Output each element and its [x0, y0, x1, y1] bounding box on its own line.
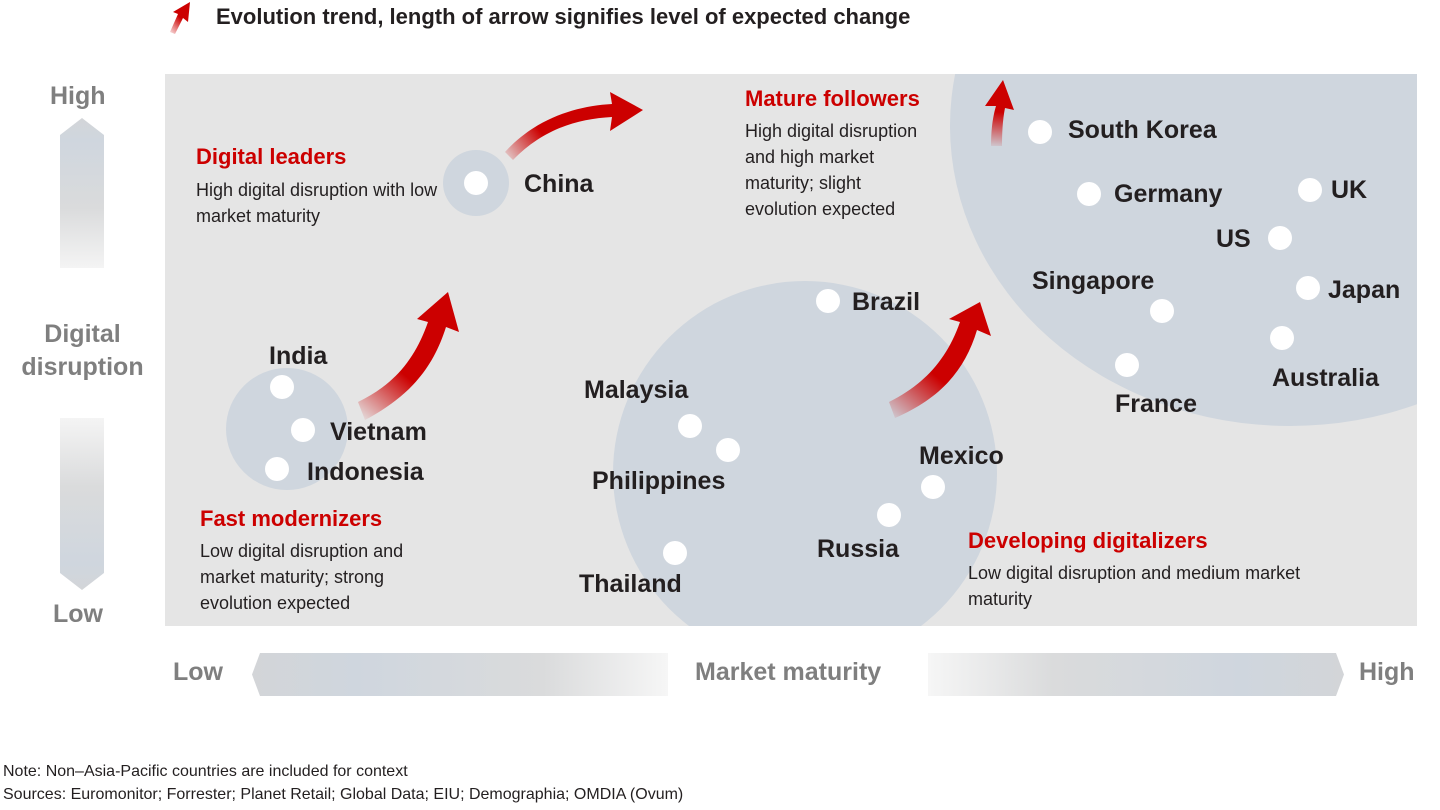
y-axis-high-label: High: [50, 82, 106, 110]
label-france: France: [1115, 390, 1197, 418]
segment-title-fast-modernizers: Fast modernizers: [200, 506, 383, 531]
x-axis-low-label: Low: [173, 658, 223, 686]
dot-germany: [1077, 182, 1101, 206]
y-axis-title: Digital disruption: [0, 318, 165, 384]
label-australia: Australia: [1272, 364, 1379, 392]
label-thailand: Thailand: [579, 570, 682, 598]
cluster-developing-digitalizers: [613, 281, 997, 626]
y-axis-down-arrow-icon: [60, 418, 104, 590]
dot-australia: [1270, 326, 1294, 350]
dot-philippines: [716, 438, 740, 462]
label-south-korea: South Korea: [1068, 116, 1217, 144]
label-malaysia: Malaysia: [584, 376, 689, 404]
dot-brazil: [816, 289, 840, 313]
x-axis-left-arrow-icon: [252, 653, 668, 696]
x-axis-high-label: High: [1359, 658, 1415, 686]
segment-desc-developing-digitalizers: Low digital disruption and medium market…: [968, 563, 1301, 609]
matrix-panel: China India Vietnam Indonesia Malaysia P…: [165, 74, 1417, 626]
dot-india: [270, 375, 294, 399]
segment-desc-digital-leaders: High digital disruption with low market …: [196, 180, 438, 226]
y-axis-title-line2: disruption: [21, 353, 144, 381]
label-india: India: [269, 342, 328, 370]
y-axis-low-label: Low: [53, 600, 103, 628]
segment-title-digital-leaders: Digital leaders: [196, 144, 347, 169]
dot-mexico: [921, 475, 945, 499]
legend-text: Evolution trend, length of arrow signifi…: [216, 4, 911, 29]
x-axis-title: Market maturity: [695, 658, 882, 686]
label-us: US: [1216, 225, 1251, 253]
label-japan: Japan: [1328, 276, 1401, 304]
label-china: China: [524, 170, 594, 198]
label-indonesia: Indonesia: [307, 458, 424, 486]
red-curved-arrow-icon: [170, 2, 190, 34]
segment-title-mature-followers: Mature followers: [745, 86, 920, 111]
dot-japan: [1296, 276, 1320, 300]
dot-russia: [877, 503, 901, 527]
y-axis-title-line1: Digital: [44, 320, 121, 348]
dot-us: [1268, 226, 1292, 250]
label-vietnam: Vietnam: [330, 418, 427, 446]
dot-thailand: [663, 541, 687, 565]
dot-singapore: [1150, 299, 1174, 323]
dot-france: [1115, 353, 1139, 377]
segment-title-developing-digitalizers: Developing digitalizers: [968, 528, 1208, 553]
label-mexico: Mexico: [919, 442, 1004, 470]
segment-desc-fast-modernizers: Low digital disruption and market maturi…: [200, 541, 404, 613]
label-brazil: Brazil: [852, 288, 921, 316]
dot-malaysia: [678, 414, 702, 438]
label-uk: UK: [1331, 176, 1368, 204]
evolution-arrows: [358, 80, 1014, 420]
label-philippines: Philippines: [592, 467, 726, 495]
y-axis-up-arrow-icon: [60, 118, 104, 268]
label-russia: Russia: [817, 535, 899, 563]
footer-note: Note: Non–Asia-Pacific countries are inc…: [3, 763, 408, 780]
segment-desc-mature-followers: High digital disruption and high market …: [745, 121, 918, 219]
label-singapore: Singapore: [1032, 267, 1155, 295]
dot-vietnam: [291, 418, 315, 442]
label-germany: Germany: [1114, 180, 1223, 208]
dot-south-korea: [1028, 120, 1052, 144]
footer-sources: Sources: Euromonitor; Forrester; Planet …: [3, 786, 684, 803]
dot-china: [464, 171, 488, 195]
x-axis-right-arrow-icon: [928, 653, 1344, 696]
dot-indonesia: [265, 457, 289, 481]
dot-uk: [1298, 178, 1322, 202]
